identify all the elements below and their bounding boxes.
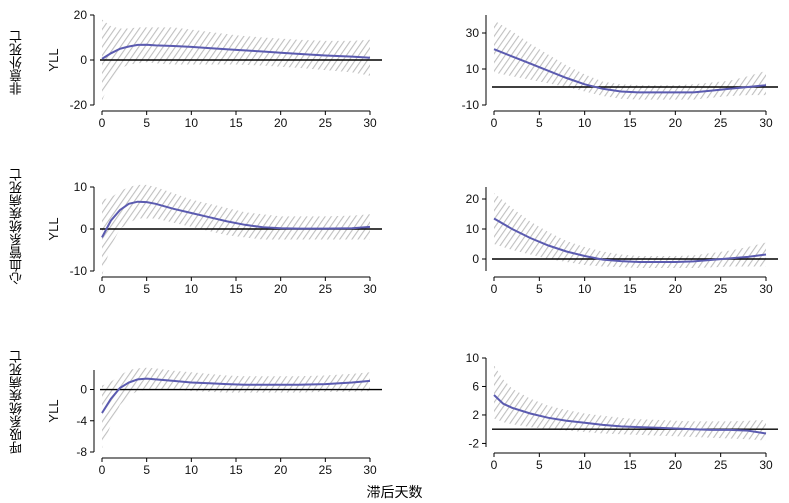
y-axis-label: YLL xyxy=(46,217,61,240)
x-tick-label: 20 xyxy=(669,116,683,130)
y-tick-label: -10 xyxy=(462,98,480,112)
x-tick-label: 20 xyxy=(669,458,683,472)
panel-nonaccidental-right: -10 10 30 0 5 10 15 20 25 30 xyxy=(462,15,778,130)
panel-cardiovascular-right: 0 10 20 0 5 10 15 20 25 30 xyxy=(466,187,778,296)
x-tick-label: 0 xyxy=(491,282,498,296)
y-tick-label: 30 xyxy=(466,26,480,40)
y-tick-label: 10 xyxy=(466,222,480,236)
x-tick-label: 20 xyxy=(669,282,683,296)
panel-respiratory-left: -8 -4 0 0 5 10 15 20 25 30 YLL xyxy=(46,367,382,477)
x-tick-label: 30 xyxy=(363,463,377,477)
confidence-band xyxy=(102,367,370,449)
x-axis-caption: 滞后天数 xyxy=(366,486,423,501)
confidence-band xyxy=(494,20,766,100)
x-tick-label: 0 xyxy=(99,463,106,477)
x-tick-label: 25 xyxy=(714,282,728,296)
y-tick-label: 20 xyxy=(466,192,480,206)
x-tick-label: 20 xyxy=(274,282,288,296)
y-tick-label: -10 xyxy=(70,264,88,278)
x-tick-label: 10 xyxy=(578,282,592,296)
x-tick-label: 25 xyxy=(714,116,728,130)
x-tick-label: 10 xyxy=(578,458,592,472)
confidence-band xyxy=(494,365,766,441)
estimate-line xyxy=(101,43,371,60)
x-tick-label: 0 xyxy=(99,116,106,130)
x-tick-label: 5 xyxy=(143,282,150,296)
x-tick-label: 0 xyxy=(491,116,498,130)
y-axis-label: YLL xyxy=(46,48,61,71)
row-label-respiratory: 呼吸系统疾病死亡 xyxy=(9,350,24,454)
x-tick-label: 20 xyxy=(274,116,288,130)
x-tick-label: 15 xyxy=(623,116,637,130)
y-tick-label: 10 xyxy=(466,62,480,76)
x-tick-label: 30 xyxy=(759,116,773,130)
panel-nonaccidental-left: -20 0 20 0 5 10 15 20 25 30 YLL xyxy=(46,8,382,130)
y-tick-label: -2 xyxy=(468,436,479,450)
y-axis-label: YLL xyxy=(46,399,61,422)
y-tick-label: 20 xyxy=(74,8,88,22)
y-tick-label: 0 xyxy=(80,383,87,397)
x-tick-label: 30 xyxy=(759,458,773,472)
x-tick-label: 5 xyxy=(536,458,543,472)
y-tick-label: -8 xyxy=(76,445,87,459)
x-tick-label: 10 xyxy=(185,116,199,130)
y-tick-label: 0 xyxy=(80,53,87,67)
x-tick-label: 0 xyxy=(99,282,106,296)
estimate-line xyxy=(101,200,371,238)
x-tick-label: 5 xyxy=(143,463,150,477)
y-tick-label: 0 xyxy=(80,222,87,236)
estimate-line xyxy=(493,48,767,94)
x-tick-label: 5 xyxy=(536,116,543,130)
panel-respiratory-right: -2 2 6 10 0 5 10 15 20 25 30 xyxy=(466,351,778,472)
y-tick-label: 0 xyxy=(472,252,479,266)
x-tick-label: 30 xyxy=(759,282,773,296)
x-tick-label: 20 xyxy=(274,463,288,477)
x-tick-label: 10 xyxy=(578,116,592,130)
row-label-nonaccidental: 非意外死亡 xyxy=(9,30,24,95)
x-tick-label: 25 xyxy=(319,116,333,130)
confidence-band xyxy=(102,184,370,276)
x-tick-label: 5 xyxy=(143,116,150,130)
x-tick-label: 25 xyxy=(319,282,333,296)
y-tick-label: 10 xyxy=(74,180,88,194)
panel-cardiovascular-left: -10 0 10 0 5 10 15 20 25 30 YLL xyxy=(46,180,382,296)
x-tick-label: 25 xyxy=(319,463,333,477)
x-tick-label: 25 xyxy=(714,458,728,472)
y-tick-label: -4 xyxy=(76,414,87,428)
x-tick-label: 15 xyxy=(623,458,637,472)
x-tick-label: 15 xyxy=(229,116,243,130)
x-tick-label: 10 xyxy=(185,282,199,296)
row-label-cardiovascular: 心血管系统疾病死亡 xyxy=(9,168,24,285)
x-tick-label: 15 xyxy=(623,282,637,296)
x-tick-label: 15 xyxy=(229,463,243,477)
y-tick-label: 6 xyxy=(472,379,479,393)
y-tick-label: 2 xyxy=(472,408,479,422)
x-tick-label: 5 xyxy=(536,282,543,296)
y-tick-label: -20 xyxy=(70,98,88,112)
y-tick-label: 10 xyxy=(466,351,480,365)
x-tick-label: 10 xyxy=(185,463,199,477)
x-tick-label: 30 xyxy=(363,116,377,130)
estimate-line xyxy=(101,377,371,414)
estimate-line xyxy=(493,394,767,435)
confidence-band xyxy=(494,193,766,268)
x-tick-label: 30 xyxy=(363,282,377,296)
estimate-line xyxy=(493,217,767,263)
x-tick-label: 15 xyxy=(229,282,243,296)
x-tick-label: 0 xyxy=(491,458,498,472)
